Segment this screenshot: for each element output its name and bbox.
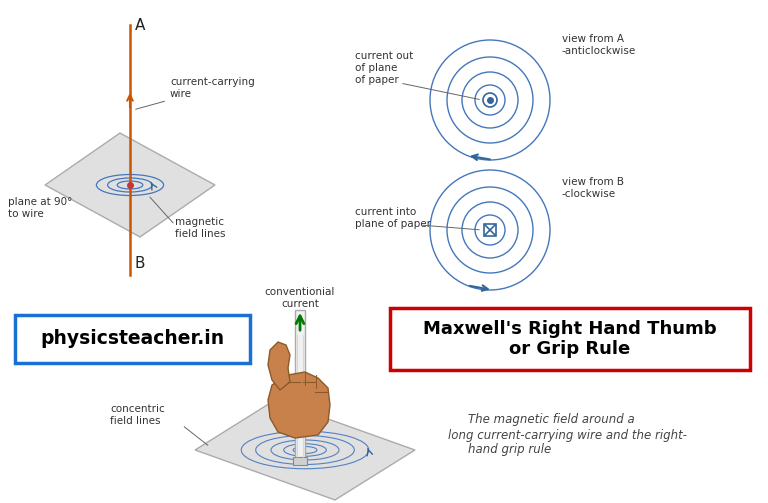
Text: physicsteacher.in: physicsteacher.in bbox=[41, 329, 224, 349]
Bar bbox=[15, 315, 250, 363]
Bar bbox=[390, 308, 750, 370]
Polygon shape bbox=[268, 372, 330, 438]
Text: conventionial
current: conventionial current bbox=[265, 287, 335, 309]
Bar bbox=[484, 224, 496, 236]
Text: The magnetic field around a: The magnetic field around a bbox=[468, 413, 634, 427]
FancyBboxPatch shape bbox=[295, 310, 305, 460]
Text: view from B
-clockwise: view from B -clockwise bbox=[562, 177, 624, 199]
Polygon shape bbox=[195, 400, 415, 500]
Text: magnetic
field lines: magnetic field lines bbox=[175, 217, 226, 239]
Text: A: A bbox=[135, 18, 145, 33]
Text: view from A
-anticlockwise: view from A -anticlockwise bbox=[562, 34, 636, 56]
Polygon shape bbox=[45, 133, 215, 237]
Text: concentric
field lines: concentric field lines bbox=[110, 404, 165, 426]
Text: current into
plane of paper: current into plane of paper bbox=[355, 207, 431, 229]
Text: Maxwell's Right Hand Thumb
or Grip Rule: Maxwell's Right Hand Thumb or Grip Rule bbox=[423, 319, 717, 359]
Text: long current-carrying wire and the right-: long current-carrying wire and the right… bbox=[448, 429, 687, 442]
Text: current-carrying
wire: current-carrying wire bbox=[136, 77, 255, 109]
Text: hand grip rule: hand grip rule bbox=[468, 444, 551, 457]
Text: current out
of plane
of paper: current out of plane of paper bbox=[355, 51, 413, 85]
Text: B: B bbox=[135, 256, 145, 271]
Bar bbox=[293, 457, 307, 465]
Polygon shape bbox=[268, 342, 290, 390]
Text: plane at 90°
to wire: plane at 90° to wire bbox=[8, 197, 72, 219]
